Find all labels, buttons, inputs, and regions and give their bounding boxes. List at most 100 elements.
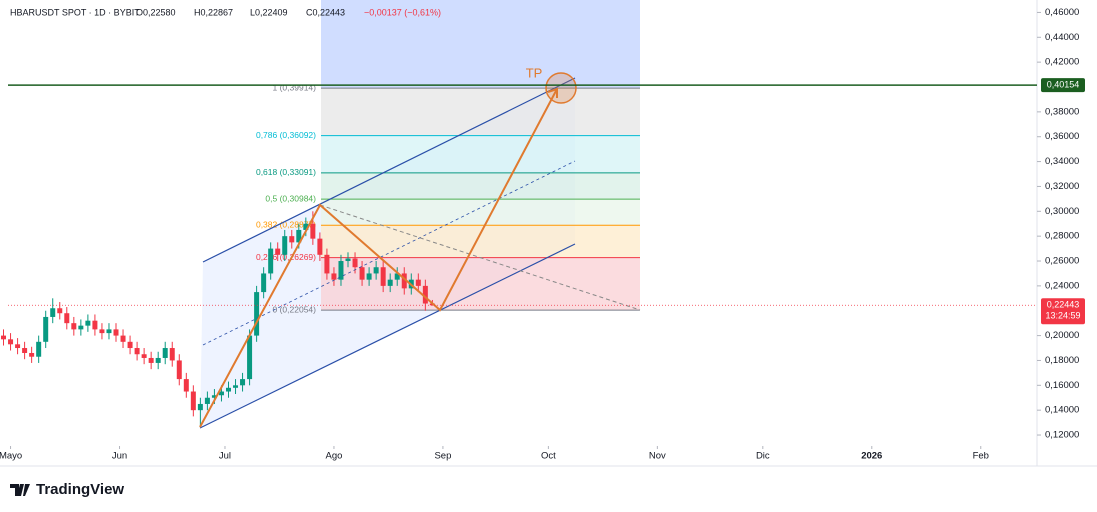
fib-label: 1 (0,39914) [273,82,317,92]
candle-body [15,344,21,349]
candle-body [373,267,379,274]
x-tick-label: Sep [434,451,451,462]
candle-body [134,348,140,355]
candle-body [338,261,344,280]
fib-label: 0,382 (0,28877) [256,220,316,230]
candle-body [415,279,421,286]
candle-body [197,403,203,411]
candle-body [275,248,281,255]
overlay: TP [199,65,641,429]
candle-body [240,379,246,386]
candle-body [169,348,175,361]
candle-body [50,308,56,317]
x-tick-label: Nov [649,451,666,462]
ohlc-high: H0,22867 [194,7,233,17]
x-tick-label: 2026 [861,451,882,462]
candle-body [204,397,210,404]
ohlc-low: L0,22409 [250,7,288,17]
candle-body [71,323,77,330]
y-tick-label: 0,14000 [1045,405,1079,416]
candle-body [233,385,239,388]
fib-target-zone [321,0,640,89]
candle-body [57,308,63,314]
fib-band [321,225,640,258]
candle-body [422,285,428,304]
candle-body [254,292,260,336]
candle-body [303,223,309,230]
y-tick-label: 0,18000 [1045,355,1079,366]
logo: TradingView [10,481,124,498]
candle-body [85,320,91,326]
y-tick-label: 0,44000 [1045,32,1079,43]
channel-upper [202,77,576,263]
fib-label: 0,236 (0,26269) [256,252,316,262]
candle-body [8,339,14,345]
candle-body [261,273,267,293]
y-tick-label: 0,26000 [1045,256,1079,267]
x-tick-label: Dic [756,451,770,462]
y-tick-label: 0,36000 [1045,131,1079,142]
candle-body [148,357,154,363]
price-badge [1041,78,1085,93]
fib-label: 0,5 (0,30984) [265,193,316,203]
x-tick-label: Oct [541,451,556,462]
y-tick-label: 0,38000 [1045,106,1079,117]
change: −0,00137 (−0,61%) [364,7,441,17]
candles [1,211,435,427]
candle-body [127,341,133,349]
y-tick-label: 0,12000 [1045,430,1079,441]
candle-body [331,273,337,280]
candle-body [345,258,351,262]
wave-path [199,88,558,428]
y-tick-label: 0,32000 [1045,181,1079,192]
fib-label: 0,618 (0,33091) [256,167,316,177]
fib-band [321,135,640,173]
channel-lower [199,243,576,429]
fib-retracement: 1 (0,39914) 0,786 (0,36092) 0,618 (0,33091… [256,0,640,314]
candle-body [1,335,7,340]
x-tick-label: Ago [325,451,342,462]
y-tick-label: 0,34000 [1045,156,1079,167]
ohlc-open: O0,22580 [136,7,176,17]
candle-body [176,360,182,380]
fib-label: 0 (0,22054) [273,304,317,314]
brand: TradingView [36,481,124,498]
candle-body [289,236,295,243]
candle-body [352,258,358,268]
x-tick-label: Mayo [0,451,22,462]
candle-body [282,236,288,255]
fib-band [321,88,640,136]
candle-body [268,248,274,274]
candle-body [162,348,168,358]
candle-body [190,391,196,411]
candle-body [120,335,126,342]
arrow-head [547,87,558,98]
symbol: HBARUSDT SPOT · 1D · BYBIT [10,7,140,17]
price-badge-label: 0,40154 [1047,79,1080,89]
candle-body [155,357,161,363]
candle-body [29,352,35,357]
candle-body [22,348,28,353]
candle-body [387,279,393,286]
x-tick-label: Feb [973,451,989,462]
candle-body [247,335,253,380]
candle-body [183,379,189,392]
fib-band [321,172,640,200]
candle-body [310,223,316,239]
candle-body [401,273,407,289]
candle-body [43,316,49,342]
candle-body [141,354,147,358]
candle-body [36,341,42,357]
candle-body [106,329,112,334]
dashed-projection [319,204,641,311]
annotation: TP [526,65,543,80]
x-tick-label: Jun [112,451,127,462]
candle-body [218,391,224,396]
candle-body [113,329,119,336]
y-tick-label: 0,16000 [1045,380,1079,391]
candle-body [317,238,323,255]
candle-body [380,267,386,286]
fib-label: 0,786 (0,36092) [256,130,316,140]
y-tick-label: 0,42000 [1045,57,1079,68]
